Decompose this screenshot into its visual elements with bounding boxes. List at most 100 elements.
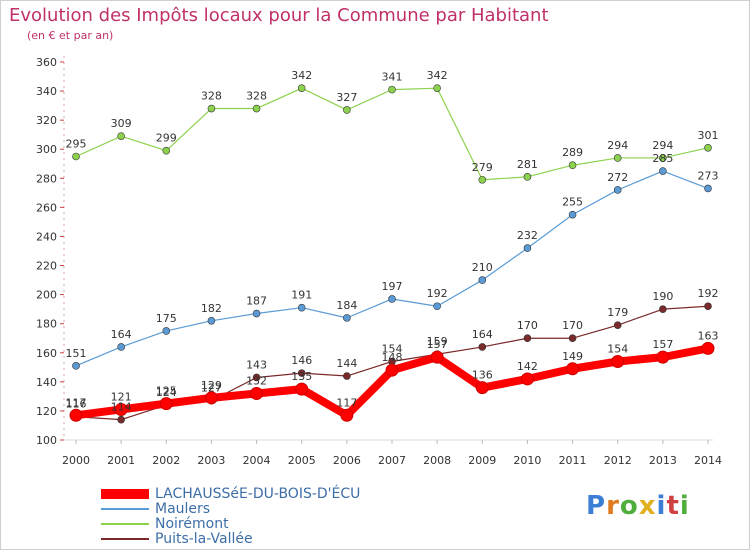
y-tick-label: 200 (36, 289, 57, 302)
x-tick-label: 2004 (243, 454, 271, 467)
data-point (704, 143, 712, 152)
data-label: 151 (66, 347, 87, 360)
logo-letter: o (619, 491, 639, 521)
data-label: 192 (427, 287, 448, 300)
data-label: 117 (66, 396, 87, 409)
y-tick-label: 120 (36, 405, 57, 418)
chart-subtitle: (en € et par an) (27, 29, 114, 42)
data-label: 164 (472, 328, 493, 341)
y-tick-label: 360 (36, 56, 57, 69)
data-point (523, 334, 532, 343)
data-point (207, 316, 216, 325)
data-point (388, 85, 396, 94)
x-tick-label: 2014 (694, 454, 722, 467)
x-tick-label: 2012 (604, 454, 632, 467)
data-point (430, 350, 444, 364)
y-tick-label: 280 (36, 172, 57, 185)
data-label: 163 (698, 329, 719, 342)
data-label: 164 (111, 328, 132, 341)
data-label: 125 (156, 385, 177, 398)
data-label: 116 (66, 398, 87, 411)
data-point (704, 184, 712, 193)
data-label: 295 (66, 138, 87, 151)
data-label: 192 (698, 287, 719, 300)
x-tick-label: 2007 (378, 454, 406, 467)
data-label: 273 (698, 169, 719, 182)
data-label: 272 (607, 171, 628, 184)
data-label: 154 (382, 342, 403, 355)
data-point (252, 309, 261, 318)
legend-swatch (101, 508, 149, 510)
data-label: 124 (156, 386, 177, 399)
x-tick-label: 2006 (333, 454, 361, 467)
logo-letter: r (606, 491, 620, 521)
data-label: 114 (111, 401, 132, 414)
data-point (343, 314, 351, 322)
data-point (704, 302, 712, 311)
y-tick-label: 320 (36, 114, 57, 127)
x-tick-label: 2011 (559, 454, 587, 467)
data-label: 255 (562, 196, 583, 209)
data-point (72, 362, 80, 370)
data-point (252, 104, 261, 113)
data-point (433, 302, 441, 311)
data-point (162, 146, 171, 155)
data-label: 342 (291, 69, 312, 82)
data-label: 187 (246, 295, 267, 308)
data-label: 190 (652, 290, 673, 303)
data-label: 309 (111, 117, 132, 130)
data-label: 175 (156, 312, 177, 325)
data-point (117, 343, 125, 351)
data-point (297, 303, 306, 312)
data-label: 170 (562, 319, 583, 332)
x-tick-label: 2009 (468, 454, 496, 467)
logo-letter: i (656, 491, 667, 521)
data-point (659, 154, 667, 162)
data-point (114, 402, 128, 416)
data-point (478, 175, 487, 184)
proxiti-logo: Proxiti (586, 491, 690, 521)
y-tick-label: 180 (36, 318, 57, 331)
data-label: 136 (472, 369, 493, 382)
x-tick-label: 2002 (152, 454, 180, 467)
data-point (162, 327, 171, 335)
data-point (656, 350, 670, 364)
data-label: 232 (517, 229, 538, 242)
x-tick-label: 2005 (288, 454, 316, 467)
data-label: 184 (336, 299, 357, 312)
x-tick-label: 2010 (513, 454, 541, 467)
y-tick-label: 340 (36, 85, 57, 98)
data-point (295, 382, 309, 396)
data-label: 285 (652, 152, 673, 165)
data-point (207, 104, 216, 113)
data-point (297, 369, 306, 377)
data-point (523, 244, 532, 252)
data-point (613, 154, 622, 162)
data-point (659, 167, 667, 175)
data-label: 146 (291, 354, 312, 367)
data-point (478, 276, 487, 284)
x-tick-label: 2008 (423, 454, 451, 467)
data-label: 191 (291, 289, 312, 302)
data-point (340, 408, 354, 422)
data-point (69, 408, 83, 422)
data-label: 170 (517, 319, 538, 332)
series-line (75, 170, 709, 367)
legend-label: Maulers (155, 501, 211, 517)
data-point (475, 381, 489, 395)
data-label: 149 (562, 350, 583, 363)
logo-letter: x (638, 491, 657, 521)
legend-label: Noirémont (155, 516, 229, 532)
data-point (659, 305, 667, 313)
legend-swatch (101, 538, 149, 540)
data-label: 132 (246, 374, 267, 387)
legend-label: Puits-la-Vallée (155, 531, 253, 547)
data-point (252, 373, 261, 382)
data-point (117, 415, 125, 424)
data-label: 299 (156, 132, 177, 145)
data-label: 327 (336, 91, 357, 104)
data-point (385, 363, 399, 377)
legend-swatch (101, 523, 149, 525)
data-point (568, 334, 577, 343)
